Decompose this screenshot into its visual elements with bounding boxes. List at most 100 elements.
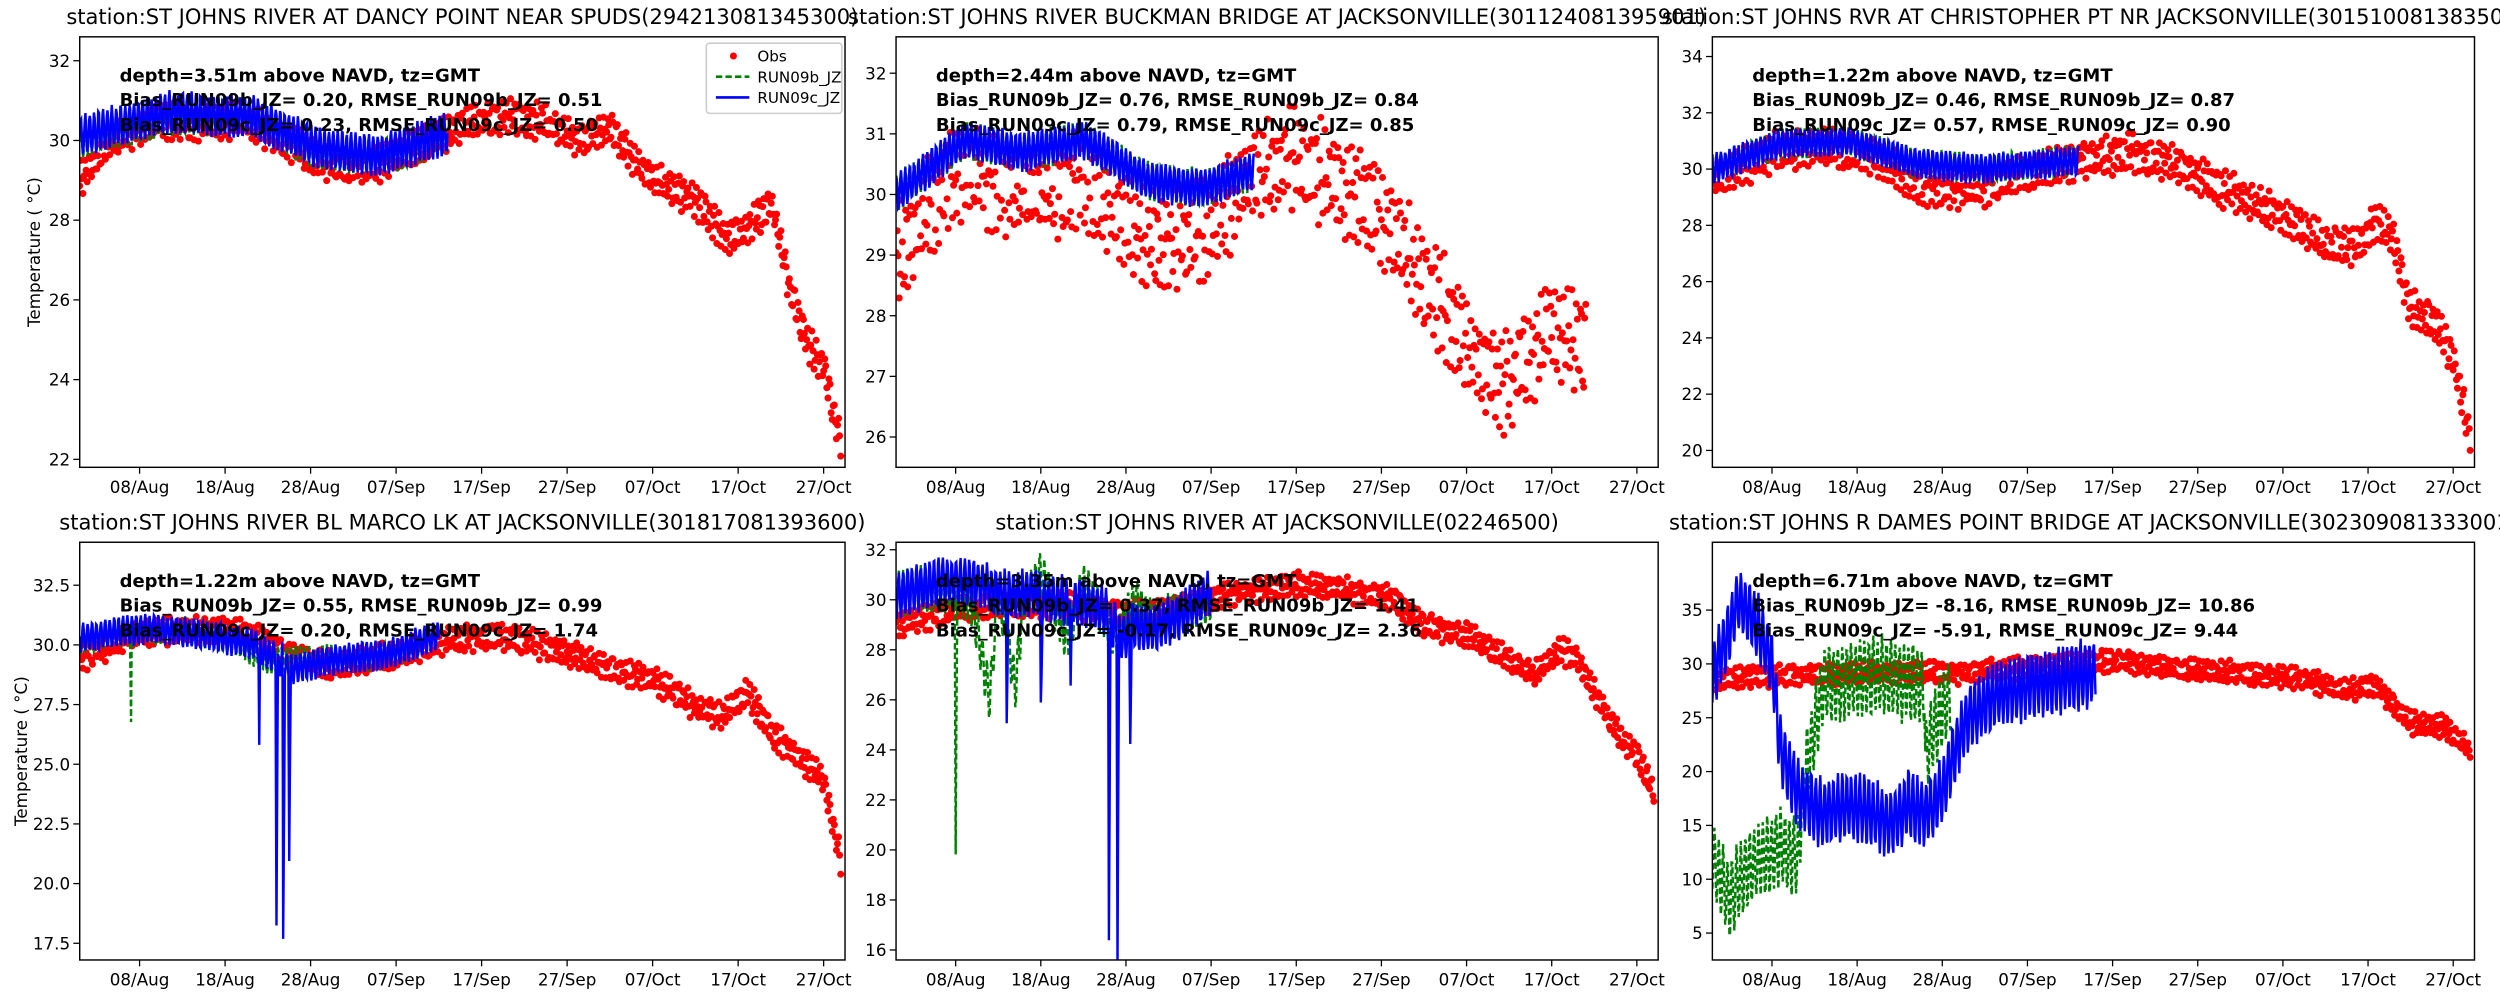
obs-point <box>1946 204 1954 212</box>
obs-point <box>804 749 812 757</box>
obs-point <box>1254 150 1262 159</box>
obs-point <box>579 140 587 148</box>
obs-point <box>2464 739 2472 747</box>
obs-point <box>1985 200 1993 208</box>
x-tick-label: 27/Oct <box>1609 969 1665 989</box>
stats-annotation: depth=6.71m above NAVD, tz=GMT <box>1752 571 2113 592</box>
y-tick-label: 30 <box>865 590 886 610</box>
obs-point <box>1477 395 1486 403</box>
obs-point <box>1464 353 1472 361</box>
obs-point <box>1441 311 1449 319</box>
obs-point <box>930 247 938 255</box>
obs-point <box>1471 325 1479 333</box>
obs-point <box>635 148 643 156</box>
obs-point <box>1207 206 1215 214</box>
obs-point <box>1322 174 1330 182</box>
y-tick-label: 10 <box>1682 869 1703 889</box>
obs-point <box>680 178 688 186</box>
obs-point <box>837 452 845 460</box>
obs-point <box>2097 142 2105 150</box>
stats-annotation: Bias_RUN09b_JZ= 0.37, RMSE_RUN09b_JZ= 1.… <box>936 596 1419 617</box>
obs-point <box>1462 329 1470 337</box>
obs-point <box>1552 358 1560 366</box>
obs-point <box>1405 199 1413 207</box>
obs-point <box>2202 182 2210 190</box>
obs-point <box>1468 363 1476 371</box>
obs-point <box>1434 632 1442 640</box>
obs-point <box>1529 323 1537 331</box>
obs-point <box>626 657 634 665</box>
y-tick-label: 31 <box>865 124 886 144</box>
obs-point <box>735 708 743 716</box>
obs-point <box>2340 232 2348 240</box>
obs-point <box>1217 221 1225 229</box>
obs-point <box>1079 173 1087 181</box>
obs-point <box>2402 279 2410 287</box>
obs-point <box>822 362 830 370</box>
obs-point <box>1918 191 1926 199</box>
y-tick-label: 29 <box>865 245 886 265</box>
obs-point <box>762 218 770 226</box>
subplot-5: 08/Aug 18/Aug 28/Aug 07/Sep 17/Sep 27/Sep 07/O… <box>865 509 1665 989</box>
stats-annotation: Bias_RUN09b_JZ= -8.16, RMSE_RUN09b_JZ= 1… <box>1752 596 2255 617</box>
obs-point <box>614 142 622 150</box>
obs-point <box>1128 251 1136 259</box>
obs-point <box>940 212 948 220</box>
obs-point <box>1416 305 1424 313</box>
obs-point <box>1262 165 1270 173</box>
obs-point <box>1165 282 1173 290</box>
obs-point <box>559 121 567 129</box>
obs-point <box>935 239 943 247</box>
obs-point <box>1051 210 1059 218</box>
obs-point <box>2392 259 2400 267</box>
obs-point <box>2466 446 2474 454</box>
obs-point <box>747 692 755 700</box>
obs-point <box>1167 211 1175 219</box>
obs-point <box>717 724 725 732</box>
obs-point <box>1120 260 1128 268</box>
obs-point <box>1274 196 1282 204</box>
obs-point <box>2098 137 2106 145</box>
obs-point <box>1504 412 1512 420</box>
obs-point <box>1159 251 1167 259</box>
obs-point <box>2389 227 2397 235</box>
y-tick-label: 35 <box>1682 600 1703 620</box>
obs-point <box>1266 198 1274 206</box>
obs-point <box>1187 263 1195 271</box>
x-tick-label: 08/Aug <box>1742 969 1802 989</box>
obs-point <box>1129 271 1137 279</box>
obs-point <box>1151 270 1159 278</box>
obs-point <box>1415 255 1423 263</box>
obs-point <box>1508 421 1516 429</box>
obs-point <box>1905 192 1913 200</box>
obs-point <box>566 142 574 150</box>
obs-point <box>806 360 814 368</box>
obs-point <box>2305 222 2313 230</box>
obs-point <box>593 669 601 677</box>
obs-point <box>1590 675 1598 683</box>
obs-point <box>2343 256 2351 264</box>
obs-point <box>283 153 291 161</box>
obs-point <box>696 204 704 212</box>
obs-point <box>2390 220 2398 228</box>
obs-point <box>1315 221 1323 229</box>
obs-point <box>781 248 789 256</box>
obs-point <box>807 341 815 349</box>
obs-point <box>997 196 1005 204</box>
obs-point <box>1122 191 1130 199</box>
obs-point <box>1570 386 1578 394</box>
obs-point <box>2291 222 2299 230</box>
obs-point <box>507 95 515 103</box>
obs-point <box>1231 602 1239 610</box>
obs-point <box>1288 206 1296 214</box>
obs-point <box>1231 232 1239 240</box>
obs-point <box>2220 180 2228 188</box>
obs-point <box>551 110 559 118</box>
obs-point <box>690 213 698 221</box>
obs-point <box>1383 580 1391 589</box>
axes-frame <box>1711 541 2476 961</box>
obs-point <box>1378 173 1387 181</box>
x-tick-label: 28/Aug <box>1096 477 1156 497</box>
obs-point <box>908 251 916 259</box>
obs-point <box>1418 235 1426 243</box>
